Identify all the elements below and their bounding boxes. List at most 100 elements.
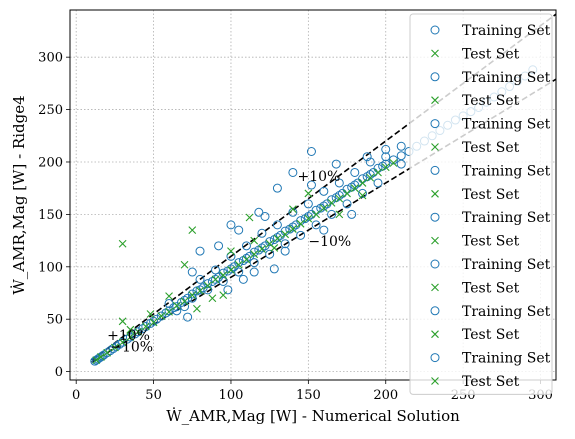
training-set-point xyxy=(269,264,279,274)
reference-line-label: +10% xyxy=(107,328,150,344)
legend-label: Training Set xyxy=(462,163,551,179)
training-set-point xyxy=(327,195,337,205)
legend-circle-marker xyxy=(430,212,440,222)
test-set-point xyxy=(118,338,127,347)
training-set-point xyxy=(319,225,329,235)
test-set-point xyxy=(250,236,259,245)
test-set-point xyxy=(234,260,243,269)
training-set-point xyxy=(350,180,360,190)
legend-x-marker xyxy=(431,377,439,385)
test-set-point xyxy=(165,292,173,301)
legend-circle-marker xyxy=(430,306,440,316)
training-set-point xyxy=(303,199,313,209)
legend-label: Test Set xyxy=(462,187,520,203)
test-set-point xyxy=(118,317,127,326)
legend-label: Test Set xyxy=(462,46,520,62)
training-set-point xyxy=(207,276,217,286)
training-set-point xyxy=(347,209,357,219)
training-set-point xyxy=(214,241,224,251)
test-set-point xyxy=(157,312,166,320)
legend-x-marker xyxy=(431,143,439,151)
training-set-point xyxy=(122,334,132,344)
test-set-point xyxy=(366,173,375,182)
training-set-point xyxy=(365,170,375,180)
training-set-point xyxy=(111,341,121,351)
test-set-point xyxy=(381,163,390,172)
test-set-point xyxy=(219,271,228,280)
test-set-point xyxy=(180,260,189,269)
training-set-point xyxy=(388,155,398,165)
training-set-point xyxy=(288,167,298,177)
training-set-point xyxy=(130,329,140,339)
training-set-point xyxy=(254,207,264,217)
test-set-point xyxy=(141,322,150,331)
training-set-point xyxy=(133,327,143,337)
training-set-point xyxy=(138,324,148,334)
legend-label: Training Set xyxy=(462,304,551,320)
test-set-point xyxy=(335,210,344,219)
legend-label: Training Set xyxy=(462,23,551,39)
test-set-point xyxy=(327,198,336,207)
legend-x-marker xyxy=(431,283,439,292)
training-set-point xyxy=(327,209,337,219)
test-set-point xyxy=(149,318,158,327)
training-set-point xyxy=(99,350,109,360)
test-set-point xyxy=(92,356,101,364)
test-set-point xyxy=(188,291,197,299)
test-set-point xyxy=(227,266,235,274)
training-set-point xyxy=(306,147,316,157)
training-set-point xyxy=(358,188,368,198)
training-set-point xyxy=(172,306,182,316)
test-set-point xyxy=(146,310,155,318)
training-set-point xyxy=(342,199,352,209)
test-set-point xyxy=(312,210,320,219)
test-set-point xyxy=(180,297,189,306)
legend-label: Test Set xyxy=(462,280,520,296)
legend-label: Training Set xyxy=(462,70,551,86)
training-set-point xyxy=(183,312,193,322)
legend-circle-marker xyxy=(430,165,440,175)
training-set-point xyxy=(260,211,270,221)
training-set-point xyxy=(334,178,344,188)
legend-circle-marker xyxy=(430,119,440,129)
training-set-point xyxy=(226,264,236,274)
test-set-point xyxy=(270,244,279,252)
training-set-point xyxy=(334,191,344,201)
legend-circle-marker xyxy=(430,259,440,269)
y-tick-label: 50 xyxy=(46,313,63,328)
test-set-point xyxy=(196,287,204,295)
legend-x-marker xyxy=(431,49,439,58)
training-set-point xyxy=(226,251,236,261)
test-set-point xyxy=(350,184,359,193)
training-set-point xyxy=(396,141,406,151)
test-set-point xyxy=(250,250,259,259)
training-set-point xyxy=(180,302,190,312)
training-set-point xyxy=(238,274,248,284)
training-set-point xyxy=(331,159,341,169)
training-set-point xyxy=(195,246,205,256)
test-set-point xyxy=(258,245,266,253)
x-tick-label: 150 xyxy=(296,388,321,403)
legend-x-marker xyxy=(431,96,439,105)
training-set-point xyxy=(303,211,313,221)
training-set-point xyxy=(234,267,244,277)
legend-circle-marker xyxy=(430,25,440,35)
training-set-point xyxy=(152,314,162,324)
y-tick-label: 250 xyxy=(38,103,63,118)
training-set-point xyxy=(91,355,101,365)
test-set-point xyxy=(304,189,313,198)
legend-box xyxy=(409,13,553,395)
test-set-point xyxy=(118,239,127,248)
training-set-point xyxy=(381,144,391,154)
test-set-point xyxy=(245,213,254,222)
training-set-point xyxy=(296,230,306,240)
test-set-point xyxy=(97,353,105,361)
training-set-point xyxy=(381,159,391,169)
test-set-point xyxy=(242,255,251,264)
test-set-point xyxy=(374,168,382,177)
reference-line-label: +10% xyxy=(298,169,341,185)
reference-line-label: −10% xyxy=(110,340,153,356)
training-set-point xyxy=(257,243,267,253)
training-set-point xyxy=(234,225,244,235)
